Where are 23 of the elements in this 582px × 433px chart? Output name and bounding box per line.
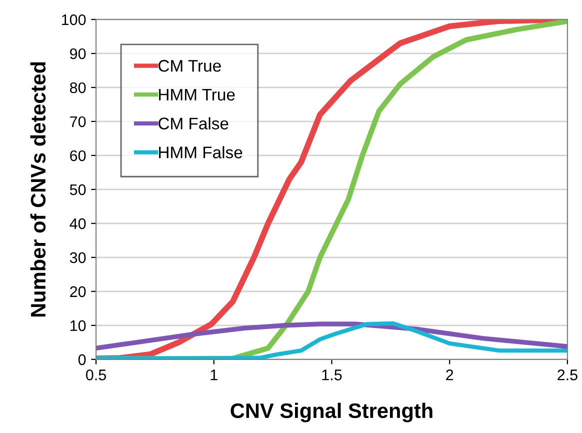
legend-label: HMM True (159, 88, 235, 101)
y-tick-label: 80 (70, 82, 86, 94)
line-series (96, 322, 568, 351)
x-tick-label: 1 (210, 370, 218, 380)
y-tick-label: 90 (70, 48, 86, 60)
x-tick-label: 0.5 (86, 370, 106, 380)
legend-label: CM True (158, 60, 221, 72)
y-tick-label: 70 (70, 116, 86, 128)
legend-label: HMM False (159, 146, 242, 158)
x-tick-label: 1.5 (322, 370, 342, 380)
x-tick-label: 2.5 (558, 370, 578, 380)
y-tick-label: 0 (78, 354, 86, 366)
y-tick-label: 10 (70, 320, 86, 332)
y-tick-label: 50 (70, 184, 86, 196)
y-tick-label: 100 (62, 14, 86, 26)
y-tick-label: 30 (70, 252, 86, 264)
x-tick-label: 2 (446, 370, 454, 380)
y-tick-label: 20 (70, 286, 86, 298)
y-tick-label: 60 (70, 150, 86, 162)
legend-label: CM False (158, 117, 228, 130)
y-tick-label: 40 (70, 218, 86, 230)
x-axis-title: CNV Signal Strength (230, 402, 432, 422)
y-axis-title: Number of CNVs detected (30, 62, 46, 317)
